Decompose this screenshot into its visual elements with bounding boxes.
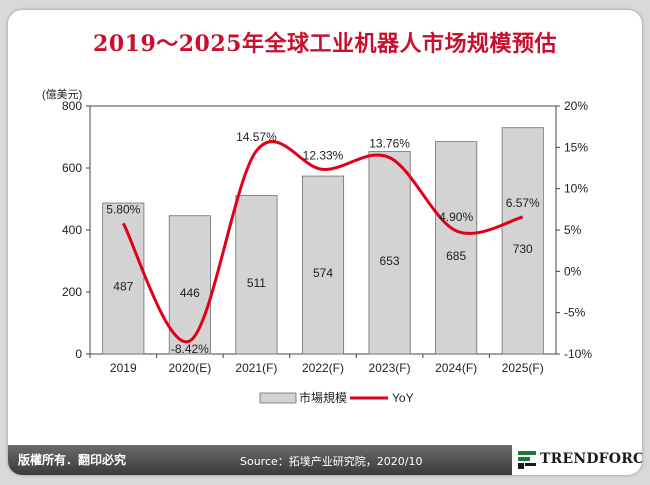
right-axis-tick-label: 15% (564, 140, 588, 154)
left-axis-tick-label: 0 (75, 347, 82, 361)
trendforce-logo-icon (518, 451, 536, 469)
source-note: Source：拓墣产业研究院，2020/10 (240, 455, 423, 468)
bar (501, 127, 544, 355)
right-axis-tick-label: -5% (564, 306, 586, 320)
right-axis-tick-label: 0% (564, 264, 582, 278)
left-axis-tick-label: 200 (62, 285, 82, 299)
x-axis-tick-label: 2021(F) (235, 361, 277, 375)
bar (102, 202, 145, 355)
bar (168, 215, 211, 355)
copyright-notice: 版權所有．翻印必究 (18, 453, 127, 467)
x-axis-tick-label: 2019 (110, 361, 137, 375)
bar-value-label: 730 (513, 242, 533, 256)
yoy-value-label: 14.57% (236, 130, 277, 144)
bar-value-label: 685 (446, 249, 466, 263)
chart-title: 2019～2025年全球工业机器人市场规模预估 (93, 31, 557, 57)
left-axis-unit: (億美元) (42, 88, 82, 101)
trendforce-logo-text: TRENDFORCE (540, 451, 642, 467)
yoy-value-label: 12.33% (303, 148, 344, 162)
x-axis-tick-label: 2024(F) (435, 361, 477, 375)
right-axis-tick-label: 10% (564, 182, 588, 196)
left-axis-tick-label: 400 (62, 223, 82, 237)
yoy-line (121, 140, 524, 344)
x-axis-tick-label: 2020(E) (169, 361, 212, 375)
bar (235, 195, 278, 355)
bar (435, 141, 478, 355)
bar-value-label: 446 (180, 286, 200, 300)
x-axis-tick-label: 2022(F) (302, 361, 344, 375)
bar (301, 175, 345, 355)
bar-value-label: 653 (380, 254, 400, 268)
bar-value-label: 574 (313, 266, 333, 280)
yoy-value-label: 5.80% (106, 202, 140, 216)
left-axis-tick-label: 600 (62, 161, 82, 175)
yoy-value-label: 4.90% (439, 210, 473, 224)
bar-value-label: 511 (247, 276, 266, 290)
right-axis-tick-label: 5% (564, 223, 582, 237)
legend-bar-swatch (259, 392, 297, 404)
footer-bar: 版權所有．翻印必究 Source：拓墣产业研究院，2020/10 TRENDFO… (8, 445, 642, 475)
chart-card: 2019～2025年全球工业机器人市场规模预估 0 200 400 600 800 (億美… (8, 10, 642, 475)
x-axis-tick-label: 2023(F) (369, 361, 411, 375)
left-axis-tick-label: 800 (62, 99, 82, 113)
yoy-value-label: 13.76% (369, 137, 410, 151)
right-axis-tick-label: -10% (564, 347, 592, 361)
bar-value-label: 487 (113, 280, 133, 294)
bar (368, 151, 411, 355)
trendforce-logo: TRENDFORCE (512, 445, 642, 475)
legend-line-label: YoY (392, 391, 414, 405)
combo-chart: 0 200 400 600 800(億美元) -10% -5% 0% 5% 10% 15% 20% 20… (42, 88, 592, 408)
yoy-value-label: 6.57% (506, 196, 540, 210)
yoy-value-label: -8.42% (171, 342, 209, 356)
x-axis-tick-label: 2025(F) (502, 361, 544, 375)
legend-bar-label: 市場規模 (299, 390, 347, 405)
right-axis-tick-label: 20% (564, 99, 588, 113)
